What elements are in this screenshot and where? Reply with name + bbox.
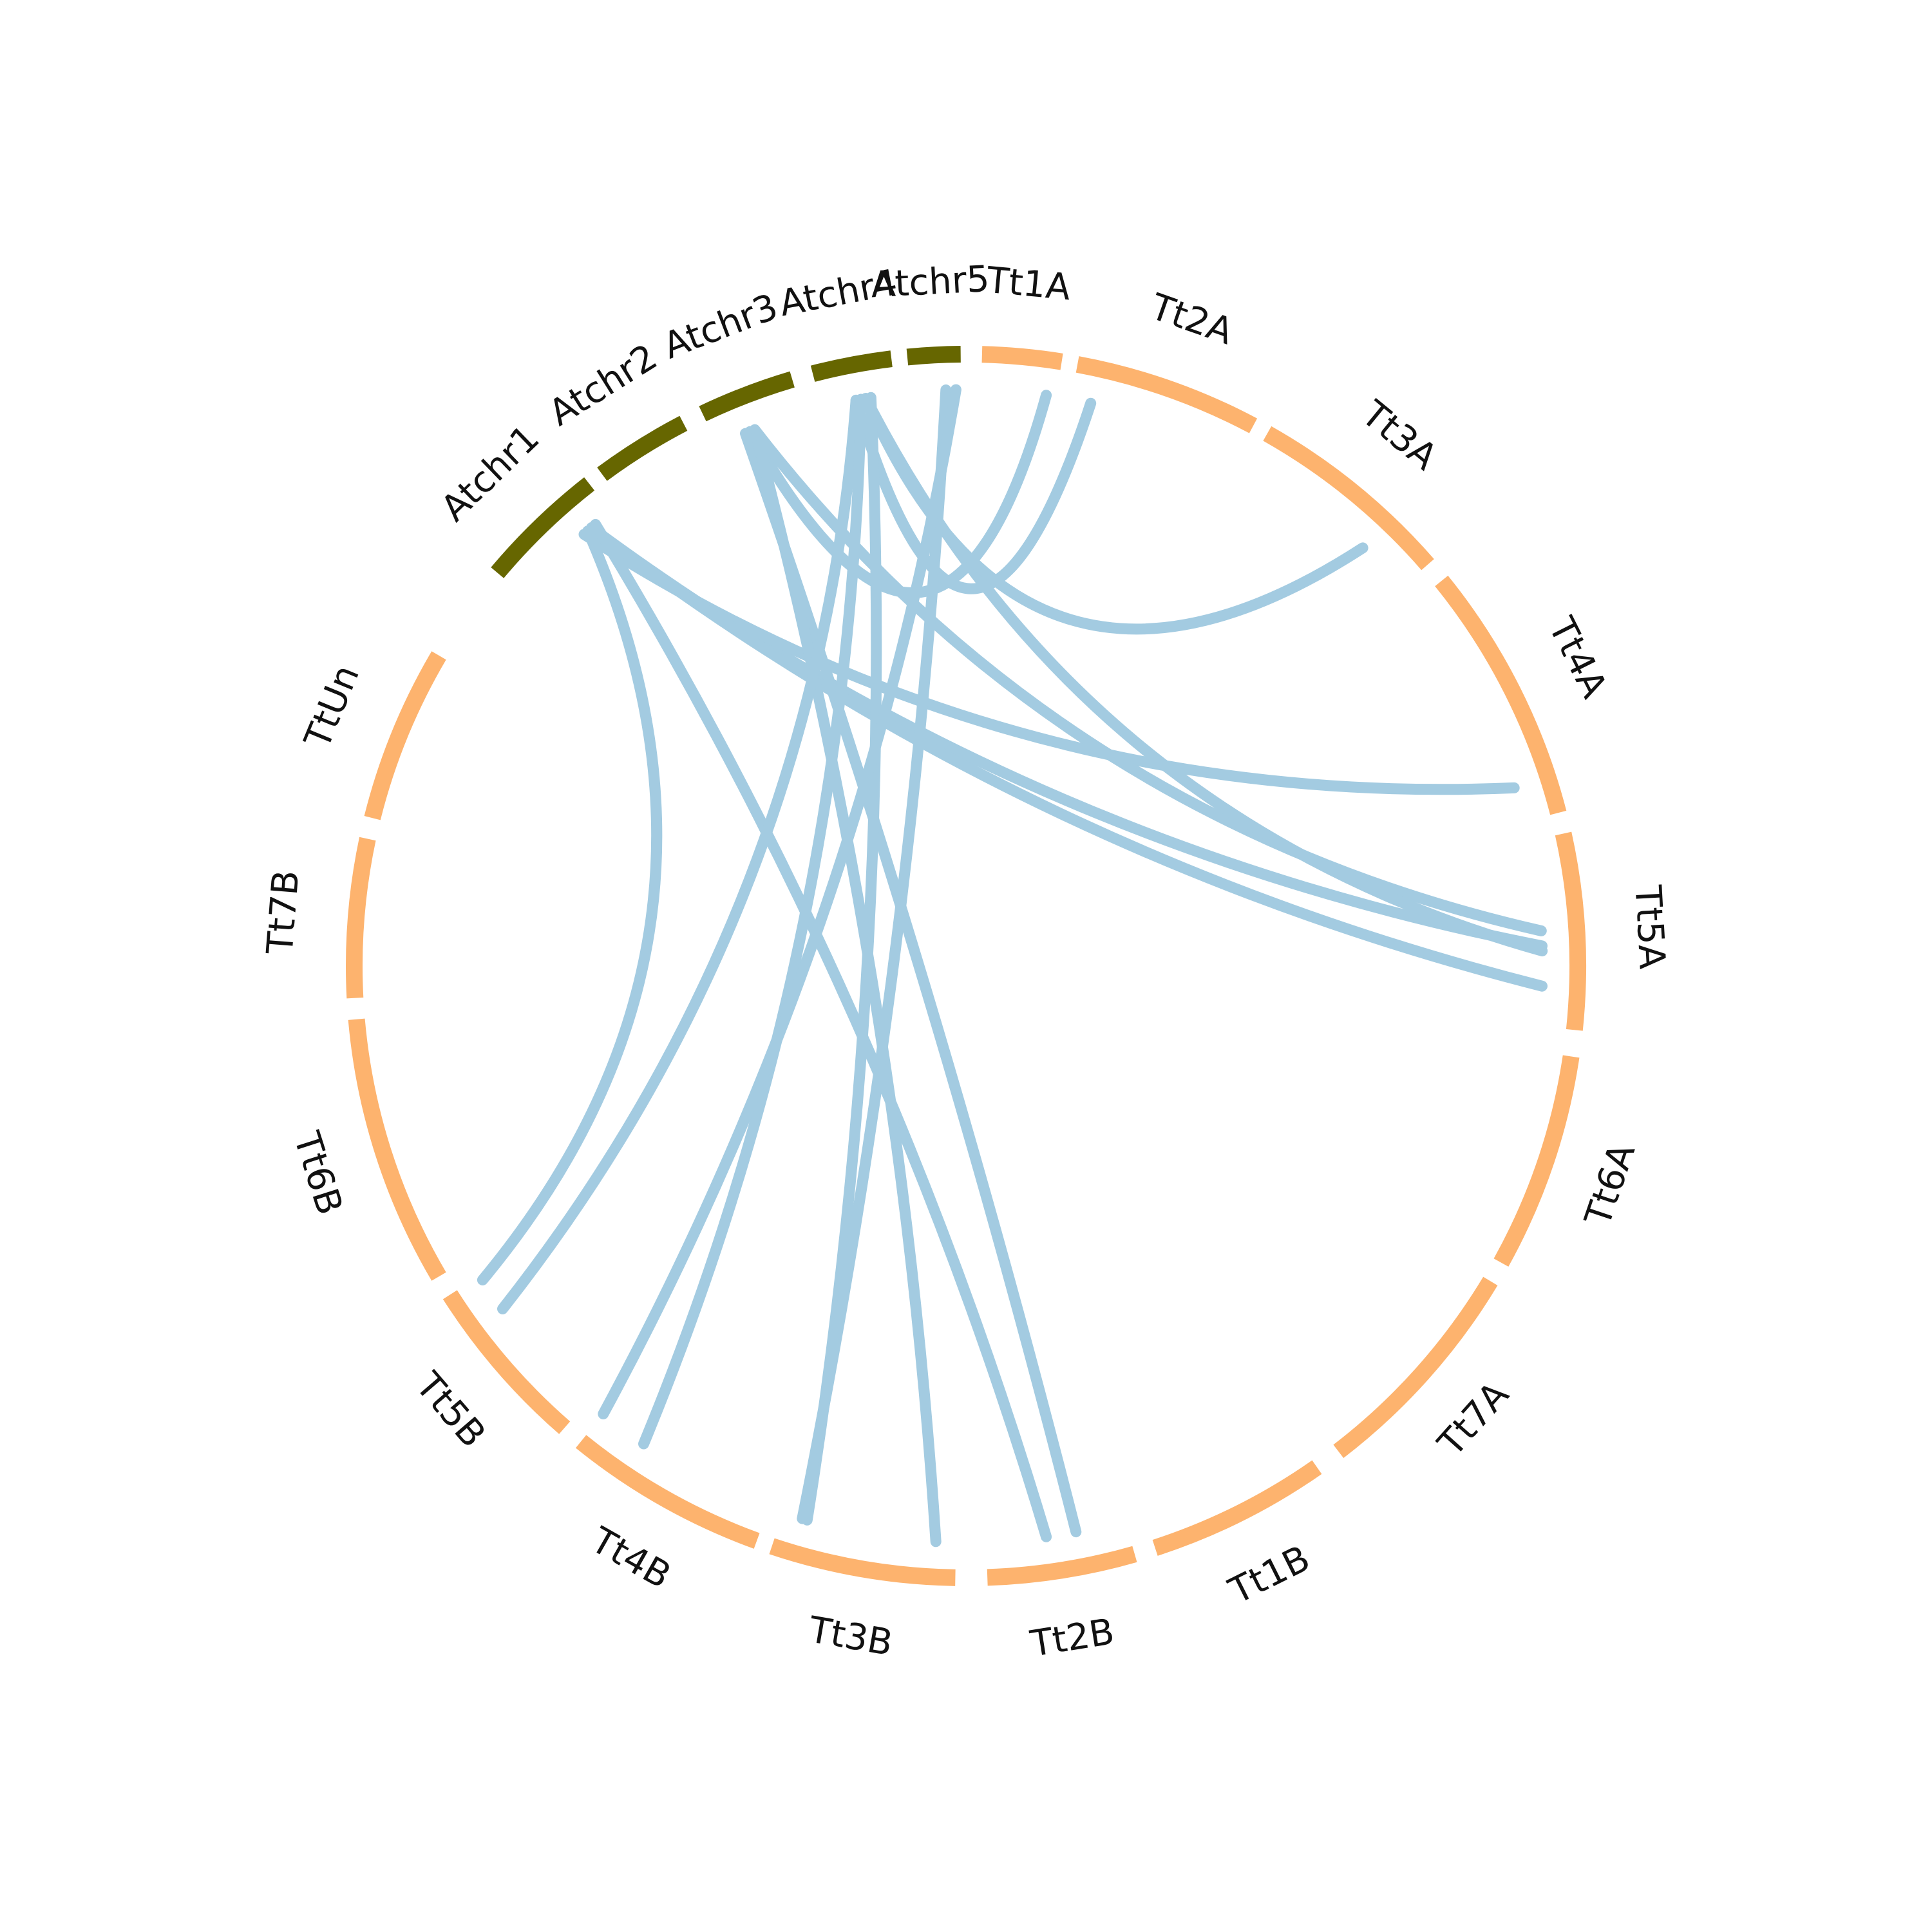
chromosome-ring: [346, 346, 1587, 1586]
segment-tt4b: [575, 1435, 760, 1549]
link-atchr5-tt3b: [797, 384, 952, 1524]
link-atchr1-tt6b: [477, 526, 663, 1285]
segment-tt2b: [987, 1546, 1137, 1586]
label-tt4a: Tt4A: [1540, 611, 1615, 705]
label-tt6b: Tt6B: [285, 1126, 351, 1220]
label-tt4b: Tt4B: [583, 1519, 677, 1597]
segment-tt6b: [348, 1018, 446, 1281]
segment-atchr1: [491, 477, 595, 578]
label-tt2a: Tt2A: [1145, 286, 1238, 354]
segment-tt5a: [1555, 831, 1587, 1031]
label-tt3b: Tt3B: [805, 1609, 895, 1664]
link-atchr4-tt5a: [860, 393, 1548, 957]
label-atchr3: Atchr3: [658, 286, 783, 368]
label-tt6a: Tt6A: [1577, 1139, 1644, 1232]
link-atchr1-tt1b: [590, 518, 1052, 1542]
segment-tt3a: [1263, 426, 1434, 571]
link-atchr4-tt2a: [850, 394, 1097, 594]
segment-atchr2: [597, 415, 688, 481]
label-tt7b: Tt7B: [259, 869, 307, 956]
segment-tt7a: [1333, 1276, 1498, 1459]
label-atchr2: Atchr2: [542, 336, 665, 435]
label-tt5a: Tt5A: [1627, 884, 1673, 971]
segment-tt1b: [1152, 1460, 1322, 1556]
label-tt5b: Tt5B: [407, 1364, 494, 1455]
label-tt2b: Tt2B: [1027, 1611, 1117, 1665]
label-tt1b: Tt1B: [1222, 1537, 1316, 1613]
segment-tt3b: [769, 1538, 956, 1586]
label-atchr5: Atchr5: [870, 258, 990, 307]
segment-tt7b: [346, 837, 376, 999]
segment-atchr4: [810, 350, 893, 382]
segment-ttun: [364, 651, 446, 820]
link-atchr4-tt3a: [860, 393, 1368, 635]
link-atchr4-tt5b: [497, 394, 862, 1314]
link-atchr3-tt2b: [749, 424, 942, 1548]
label-ttun: TtUn: [296, 659, 368, 755]
segment-tt4a: [1435, 575, 1567, 815]
label-tt3a: Tt3A: [1353, 393, 1445, 478]
label-atchr1: Atchr1: [433, 417, 548, 530]
label-tt1a: Tt1A: [985, 260, 1073, 309]
segment-atchr3: [699, 371, 795, 422]
segment-tt2a: [1075, 356, 1258, 433]
link-atchr5-tt4b: [598, 384, 961, 1419]
link-atchr4-tt3b: [801, 392, 882, 1526]
label-tt7a: Tt7A: [1430, 1374, 1517, 1464]
link-atchr1-tt5a: [586, 522, 1548, 992]
link-atchr1-tt5a: [586, 522, 1548, 952]
segment-tt1a: [981, 346, 1063, 370]
segment-tt6a: [1493, 1055, 1580, 1267]
synteny-links: [477, 384, 1548, 1548]
segment-tt5b: [442, 1290, 571, 1434]
segment-atchr5: [906, 346, 961, 366]
link-atchr4-tt4b: [638, 393, 867, 1450]
